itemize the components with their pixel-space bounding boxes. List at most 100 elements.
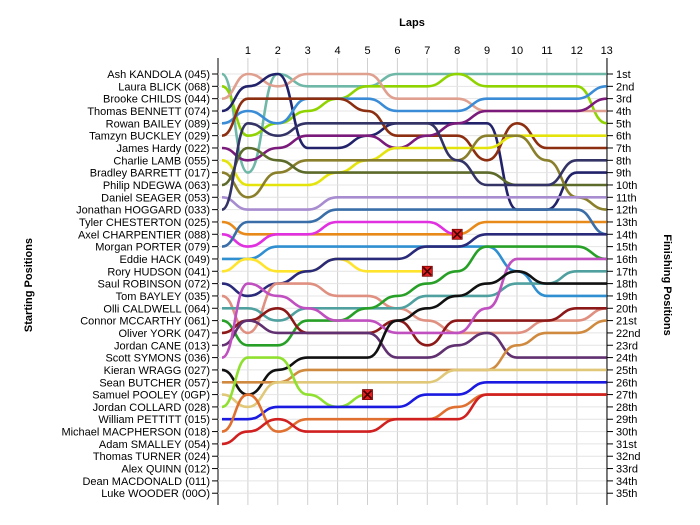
starting-driver-label: Luke WOODER (00O) — [101, 488, 210, 500]
finishing-position-label: 12th — [616, 205, 637, 217]
finishing-position-label: 31st — [616, 439, 637, 451]
starting-driver-label: Adam SMALLEY (054) — [99, 439, 210, 451]
finishing-position-label: 30th — [616, 427, 637, 439]
starting-driver-label: Olli CALDWELL (064) — [103, 303, 210, 315]
starting-driver-label: Kieran WRAGG (027) — [104, 365, 210, 377]
starting-driver-label: Samuel POOLEY (0GP) — [92, 390, 210, 402]
starting-driver-label: Jordan CANE (013) — [114, 340, 210, 352]
finishing-position-label: 17th — [616, 266, 637, 278]
starting-driver-label: Tom BAYLEY (035) — [116, 291, 210, 303]
starting-driver-label: Ash KANDOLA (045) — [107, 69, 210, 81]
finishing-position-label: 27th — [616, 390, 637, 402]
finishing-position-label: 24th — [616, 353, 637, 365]
lap-tick-label: 11 — [541, 45, 552, 57]
finishing-position-label: 15th — [616, 242, 637, 254]
finishing-position-label: 16th — [616, 254, 637, 266]
finishing-position-label: 33rd — [616, 464, 638, 476]
retirement-mark-2 — [421, 265, 433, 277]
starting-driver-label: Michael MACPHERSON (018) — [61, 427, 210, 439]
starting-driver-label: Eddie HACK (049) — [120, 254, 211, 266]
lap-tick-label: 10 — [511, 45, 523, 57]
starting-driver-label: Tamzyn BUCKLEY (029) — [89, 131, 210, 143]
series-line-31 — [221, 393, 607, 446]
series-line-7 — [221, 97, 607, 162]
lap-tick-label: 6 — [394, 45, 400, 57]
series-lines — [221, 72, 608, 446]
lap-tick-label: 4 — [335, 45, 341, 57]
finishing-position-label: 23rd — [616, 340, 638, 352]
starting-driver-label: Brooke CHILDS (044) — [103, 94, 210, 106]
starting-driver-label: Morgan PORTER (079) — [95, 242, 210, 254]
lap-tick-label: 2 — [275, 45, 281, 57]
finishing-position-label: 11th — [616, 192, 637, 204]
starting-driver-label: Bradley BARRETT (017) — [90, 168, 210, 180]
finishing-position-label: 34th — [616, 476, 637, 488]
finishing-position-label: 5th — [616, 118, 631, 130]
lap-tick-label: 1 — [245, 45, 251, 57]
starting-driver-label: William PETTITT (015) — [98, 414, 210, 426]
series-line-24 — [221, 257, 607, 359]
finishing-position-label: 18th — [616, 279, 637, 291]
series-line-12 — [221, 121, 607, 211]
lap-tick-label: 12 — [571, 45, 583, 57]
starting-driver-label: Jordan COLLARD (028) — [93, 402, 210, 414]
finishing-position-label: 25th — [616, 365, 637, 377]
finishing-position-label: 29th — [616, 414, 637, 426]
finishing-position-label: 8th — [616, 155, 631, 167]
retirement-marks — [362, 228, 463, 400]
finishing-position-label: 20th — [616, 303, 637, 315]
series-line-21 — [221, 245, 607, 347]
lap-tick-label: 3 — [305, 45, 311, 57]
series-line-8 — [221, 134, 607, 187]
finishing-position-label: 28th — [616, 402, 637, 414]
starting-driver-label: Axel CHARPENTIER (088) — [78, 229, 210, 241]
left-axis-title: Starting Positions — [23, 238, 35, 332]
finishing-position-label: 3rd — [616, 94, 632, 106]
finishing-position-label: 32nd — [616, 451, 640, 463]
finishing-position-label: 19th — [616, 291, 637, 303]
starting-driver-label: Laura BLICK (068) — [118, 81, 210, 93]
starting-driver-label: Alex QUINN (012) — [121, 464, 210, 476]
finishing-position-label: 9th — [616, 168, 631, 180]
series-line-25 — [221, 270, 607, 396]
starting-driver-label: Thomas TURNER (024) — [93, 451, 210, 463]
starting-driver-label: Tyler CHESTERTON (025) — [79, 217, 210, 229]
finishing-position-label: 10th — [616, 180, 637, 192]
series-line-16 — [222, 245, 607, 298]
series-line-9 — [221, 134, 607, 211]
finishing-position-label: 35th — [616, 488, 637, 500]
starting-driver-label: Dean MACDONALD (011) — [82, 476, 210, 488]
starting-driver-label: James Hardy (022) — [116, 143, 210, 155]
starting-driver-label: Rory HUDSON (041) — [107, 266, 210, 278]
retirement-mark-1 — [451, 228, 463, 240]
starting-driver-label: Jonathan HOGGARD (033) — [76, 205, 210, 217]
lap-tick-label: 7 — [424, 45, 430, 57]
lap-tick-label: 9 — [484, 45, 490, 57]
starting-driver-label: Thomas BENNETT (074) — [87, 106, 210, 118]
finishing-position-label: 13th — [616, 217, 637, 229]
retirement-mark-3 — [362, 389, 373, 400]
starting-driver-label: Connor MCCARTHY (061) — [80, 316, 210, 328]
finishing-position-label: 14th — [616, 229, 637, 241]
finishing-position-label: 4th — [616, 106, 631, 118]
series-line-11 — [221, 196, 607, 211]
starting-driver-label: Scott SYMONS (036) — [105, 353, 210, 365]
starting-driver-label: Charlie LAMB (055) — [113, 155, 210, 167]
series-line-14 — [221, 220, 458, 248]
starting-driver-label: Rowan BAILEY (089) — [106, 118, 210, 130]
series-line-29 — [222, 380, 607, 421]
series-line-5 — [221, 85, 607, 125]
starting-driver-label: Oliver YORK (047) — [119, 328, 211, 340]
starting-driver-label: Daniel SEAGER (053) — [101, 192, 210, 204]
series-line-27 — [221, 368, 607, 409]
lap-tick-label: 8 — [454, 45, 460, 57]
finishing-position-label: 21st — [616, 316, 637, 328]
finishing-position-label: 2nd — [616, 81, 634, 93]
finishing-position-label: 26th — [616, 377, 637, 389]
starting-driver-label: Philip NDEGWA (063) — [103, 180, 210, 192]
finishing-position-label: 7th — [616, 143, 631, 155]
finishing-position-label: 1st — [616, 69, 631, 81]
right-axis-title: Finishing Positions — [661, 234, 673, 335]
